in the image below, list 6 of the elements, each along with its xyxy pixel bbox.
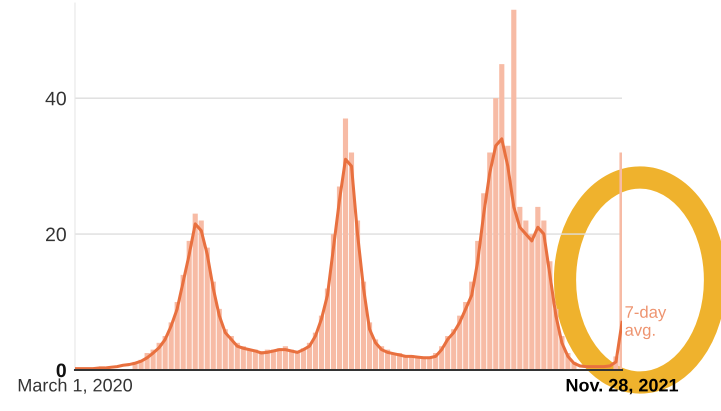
series-label: 7-day avg.	[625, 306, 666, 340]
x-tick-label: March 1, 2020	[18, 378, 132, 394]
y-tick-label: 0	[56, 363, 66, 378]
y-tick-label: 40	[45, 92, 66, 106]
y-tick-label: 20	[46, 228, 66, 242]
line-series	[75, 137, 622, 370]
